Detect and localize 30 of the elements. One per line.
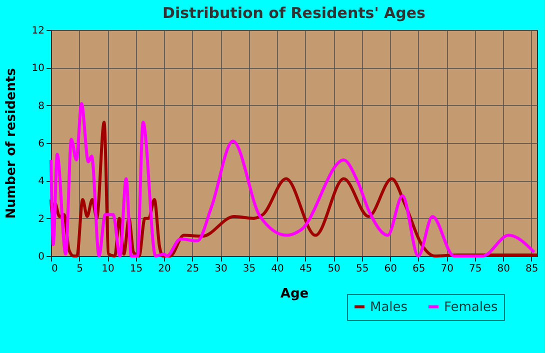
y-tick-label: 12 bbox=[32, 26, 44, 36]
x-tick-label: 55 bbox=[356, 264, 369, 274]
x-tick-label: 70 bbox=[440, 264, 454, 274]
x-tick-label: 30 bbox=[214, 264, 228, 274]
chart-title: Distribution of Residents' Ages bbox=[162, 4, 426, 22]
y-tick-label: 6 bbox=[38, 138, 44, 150]
y-tick-label: 2 bbox=[38, 214, 44, 225]
y-tick-label: 10 bbox=[32, 63, 44, 74]
x-tick-label: 25 bbox=[186, 264, 200, 274]
x-tick-label: 15 bbox=[130, 264, 143, 274]
y-axis-title: Number of residents bbox=[4, 68, 19, 219]
x-tick-label: 80 bbox=[497, 264, 510, 274]
x-axis-title: Age bbox=[280, 286, 309, 302]
legend-label: Females bbox=[444, 300, 498, 315]
x-tick-label: 40 bbox=[271, 264, 284, 274]
x-tick-label: 45 bbox=[299, 264, 312, 274]
x-tick-label: 65 bbox=[412, 264, 426, 274]
x-tick-label: 85 bbox=[525, 264, 538, 274]
x-tick-label: 60 bbox=[384, 264, 397, 274]
x-tick-label: 75 bbox=[468, 264, 482, 274]
x-tick-label: 35 bbox=[242, 264, 256, 274]
legend-label: Males bbox=[370, 300, 408, 315]
y-tick-label: 8 bbox=[38, 100, 44, 112]
y-tick-label: 4 bbox=[38, 176, 44, 188]
x-tick-label: 5 bbox=[76, 264, 83, 274]
x-tick-label: 20 bbox=[158, 264, 171, 274]
x-tick-label: 0 bbox=[52, 264, 58, 274]
x-tick-label: 50 bbox=[328, 264, 340, 274]
x-tick-label: 10 bbox=[102, 264, 114, 274]
y-tick-label: 0 bbox=[38, 252, 44, 262]
